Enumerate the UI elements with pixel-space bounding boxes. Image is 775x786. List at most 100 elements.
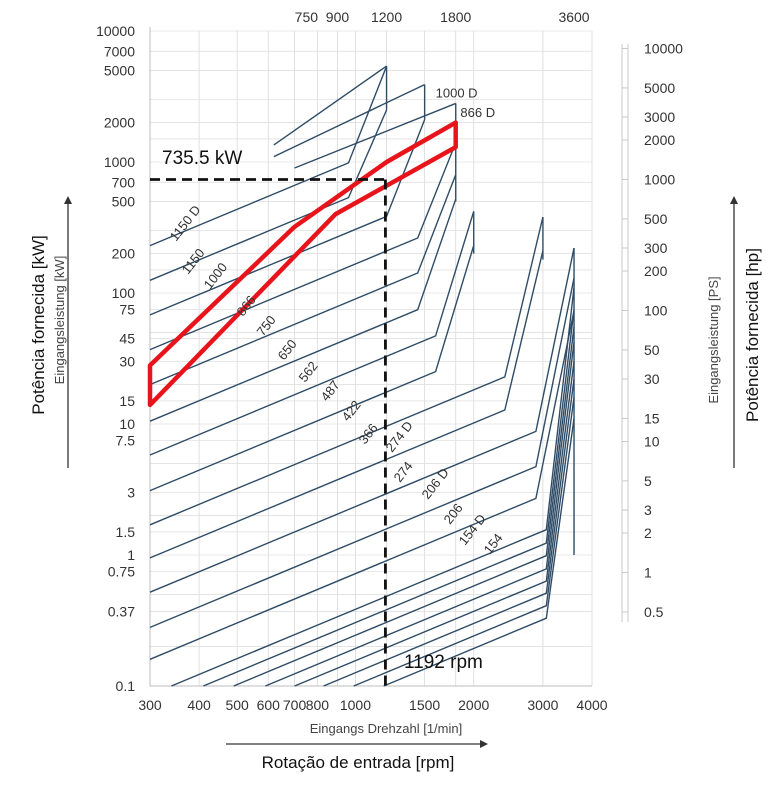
right-tick-label: 5 [644, 473, 652, 489]
left-tick-label: 0.37 [108, 604, 135, 620]
curve-bottom-0 [171, 287, 575, 687]
curve-1150 [149, 109, 388, 281]
curve-750 [149, 174, 457, 386]
annotation-lines [150, 178, 387, 686]
right-y-ticks: 1000050003000200010005003002001005030151… [622, 40, 683, 620]
left-tick-label: 0.75 [108, 563, 135, 579]
curve-206-d [149, 310, 575, 660]
right-tick-label: 3 [644, 502, 652, 518]
left-tick-label: 1 [127, 547, 135, 563]
top-tick-label: 3600 [558, 9, 589, 25]
curve-bottom-4 [294, 361, 575, 687]
x-tick-label: 400 [187, 697, 211, 713]
annotation-rpm: 1192 rpm [404, 652, 483, 673]
right-tick-label: 100 [644, 302, 668, 318]
curve-650 [149, 198, 457, 422]
x-tick-label: 1500 [409, 697, 440, 713]
left-tick-label: 1.5 [116, 524, 136, 540]
x-tick-label: 2000 [458, 697, 489, 713]
right-tick-label: 1000 [644, 171, 675, 187]
cap-line [273, 83, 425, 158]
curve-label: 562 [296, 359, 321, 385]
right-tick-label: 0.5 [644, 604, 664, 620]
left-tick-label: 500 [112, 193, 136, 209]
x-tick-label: 500 [225, 697, 249, 713]
top-tick-label: 750 [295, 9, 319, 25]
left-tick-label: 100 [112, 285, 136, 301]
x-axis-arrowhead [480, 740, 488, 748]
cap-line [273, 65, 387, 146]
annotation-power: 735.5 kW [162, 148, 242, 169]
curve-label: 1000 D [436, 85, 478, 100]
right-tick-label: 50 [644, 342, 660, 358]
curve-label: 274 [391, 459, 416, 485]
top-tick-label: 1200 [371, 9, 402, 25]
ylabel-right-de: Eingangsleistung [PS] [706, 276, 721, 403]
curve-label: 422 [339, 398, 364, 424]
left-tick-label: 30 [119, 353, 135, 369]
right-tick-label: 500 [644, 211, 668, 227]
curve-bottom-7 [383, 418, 575, 687]
right-tick-label: 2000 [644, 132, 675, 148]
curve-label: 750 [254, 313, 279, 339]
x-tick-label: 700 [283, 697, 307, 713]
left-tick-label: 700 [112, 174, 136, 190]
curve-label: 366 [356, 421, 381, 447]
curve-422 [149, 216, 544, 526]
x-tick-label: 800 [306, 697, 330, 713]
x-tick-label: 1000 [340, 697, 371, 713]
ylabel-left-pt: Potência fornecida [kW] [29, 235, 48, 415]
curve-366 [149, 250, 544, 559]
x-ticks: 300 400 500 600 700 800 1000 1500 2000 3000 4000 [138, 697, 607, 713]
right-tick-label: 3000 [644, 109, 675, 125]
x-tick-label: 600 [257, 697, 281, 713]
highlight-866 [147, 120, 458, 408]
top-tick-label: 900 [326, 9, 350, 25]
cap-line [294, 102, 457, 169]
left-tick-label: 1000 [104, 154, 135, 170]
right-tick-label: 1 [644, 564, 652, 580]
curve-487 [149, 245, 475, 492]
x-tick-label: 4000 [576, 697, 607, 713]
left-tick-label: 15 [119, 393, 135, 409]
top-tick-label: 1800 [440, 9, 471, 25]
curves [149, 65, 575, 687]
left-tick-label: 2000 [104, 115, 135, 131]
right-tick-label: 10 [644, 433, 660, 449]
curve-label: 1150 D [167, 202, 204, 244]
grid [149, 27, 629, 687]
curve-1150-d [149, 65, 388, 247]
right-tick-label: 30 [644, 371, 660, 387]
left-tick-label: 75 [119, 301, 135, 317]
y-left-arrowhead [64, 196, 72, 204]
curve-bottom-2 [233, 326, 575, 687]
curve-label: 487 [318, 378, 343, 404]
x-tick-label: 300 [138, 697, 162, 713]
ylabel-right-pt: Potência fornecida [hp] [743, 248, 762, 422]
right-tick-label: 200 [644, 263, 668, 279]
curve-label: 206 D [419, 465, 452, 502]
y-right-arrowhead [730, 196, 738, 204]
curve-bottom-6 [353, 397, 575, 687]
left-tick-label: 7000 [104, 43, 135, 59]
left-tick-label: 5000 [104, 62, 135, 78]
curve-562 [149, 211, 475, 456]
left-tick-label: 7.5 [116, 432, 136, 448]
left-tick-label: 3 [127, 484, 135, 500]
right-tick-label: 15 [644, 410, 660, 426]
left-tick-label: 0.1 [116, 678, 136, 694]
curve-274 [149, 277, 575, 629]
xlabel-pt: Rotação de entrada [rpm] [262, 753, 455, 772]
curve-bottom-5 [323, 379, 575, 687]
right-tick-label: 10000 [644, 40, 683, 56]
left-tick-label: 10000 [96, 23, 135, 39]
curve-label: 866 D [460, 105, 495, 120]
top-ticks: 750 900 1200 1800 3600 [295, 9, 590, 25]
left-tick-label: 10 [119, 416, 135, 432]
right-tick-label: 2 [644, 525, 652, 541]
curve-bottom-3 [265, 342, 575, 687]
curve-label: 1000 [201, 260, 231, 292]
left-tick-label: 45 [119, 330, 135, 346]
